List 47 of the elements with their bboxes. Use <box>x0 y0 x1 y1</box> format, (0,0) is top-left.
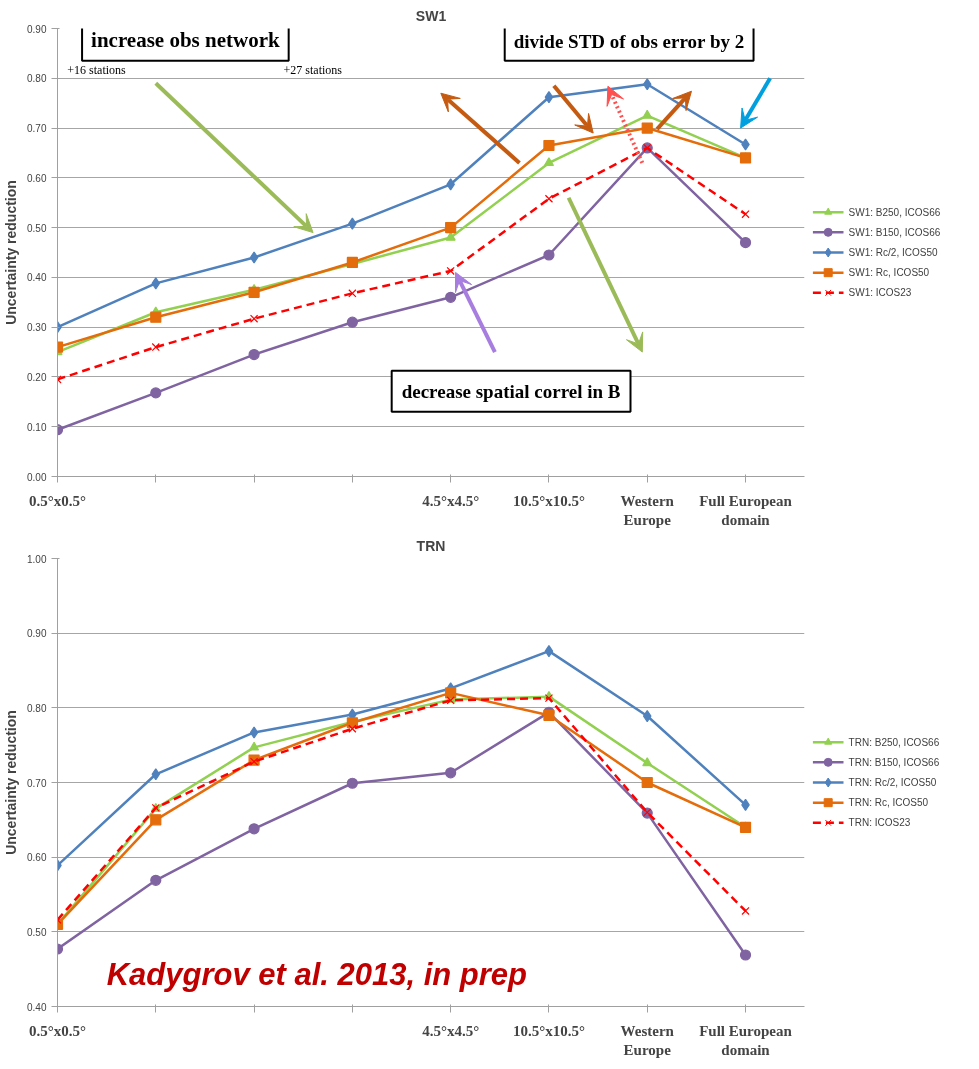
y-tick-label: 0.50 <box>27 222 47 234</box>
annotation: increase obs network <box>91 27 280 52</box>
legend-label: SW1: Rc/2, ICOS50 <box>848 247 938 258</box>
legend-label: SW1: B250, ICOS66 <box>848 206 941 218</box>
y-axis-title: Uncertainty reduction <box>3 180 20 325</box>
y-tick-label: 0.70 <box>27 123 47 135</box>
x-tick-label: 10.5°x10.5° <box>512 1022 585 1039</box>
y-tick-label: 0.90 <box>27 23 47 35</box>
x-tick-label: Full European domain <box>699 1022 793 1058</box>
y-tick-label: 0.80 <box>27 73 47 85</box>
y-tick-label: 0.20 <box>27 371 47 383</box>
x-tick-label: 0.5°x0.5° <box>29 1022 86 1039</box>
y-tick-label: 0.40 <box>27 1001 47 1013</box>
annotation: +27 stations <box>283 62 343 77</box>
x-tick-label: Western Europe <box>620 492 675 528</box>
x-tick-label: 0.5°x0.5° <box>29 492 86 509</box>
legend-label: TRN: Rc/2, ICOS50 <box>848 777 937 788</box>
legend-label: TRN: B250, ICOS66 <box>848 736 940 748</box>
x-tick-label: 10.5°x10.5° <box>512 492 585 509</box>
y-tick-label: 0.60 <box>27 172 47 184</box>
legend-label: TRN: Rc, ICOS50 <box>848 797 929 809</box>
y-axis-title: Uncertainty reduction <box>3 710 20 855</box>
y-tick-label: 0.30 <box>27 322 47 334</box>
chart-title: TRN <box>416 537 446 554</box>
x-tick-label: Western Europe <box>620 1022 675 1058</box>
chart-title: SW1 <box>415 7 447 24</box>
annotation: Kadygrov et al. 2013, in prep <box>106 956 528 992</box>
y-tick-label: 0.00 <box>27 471 47 483</box>
y-tick-label: 0.70 <box>27 777 47 789</box>
annotation: divide STD of obs error by 2 <box>513 30 745 52</box>
y-tick-label: 1.00 <box>27 553 47 565</box>
x-tick-label: Full European domain <box>699 492 793 528</box>
y-tick-label: 0.60 <box>27 852 47 864</box>
y-tick-label: 0.40 <box>27 272 47 284</box>
y-tick-label: 0.80 <box>27 702 47 714</box>
x-tick-label: 4.5°x4.5° <box>422 1022 480 1039</box>
legend-label: SW1: Rc, ICOS50 <box>848 267 930 279</box>
legend-label: SW1: ICOS23 <box>848 287 912 299</box>
legend-label: TRN: B150, ICOS66 <box>848 756 940 768</box>
legend-label: TRN: ICOS23 <box>848 817 911 829</box>
annotation: +16 stations <box>67 62 127 77</box>
legend-label: SW1: B150, ICOS66 <box>848 226 941 238</box>
y-tick-label: 0.50 <box>27 926 47 938</box>
annotation: decrease spatial correl in B <box>401 380 621 402</box>
y-tick-label: 0.90 <box>27 628 47 640</box>
x-tick-label: 4.5°x4.5° <box>422 492 480 509</box>
y-tick-label: 0.10 <box>27 421 47 433</box>
